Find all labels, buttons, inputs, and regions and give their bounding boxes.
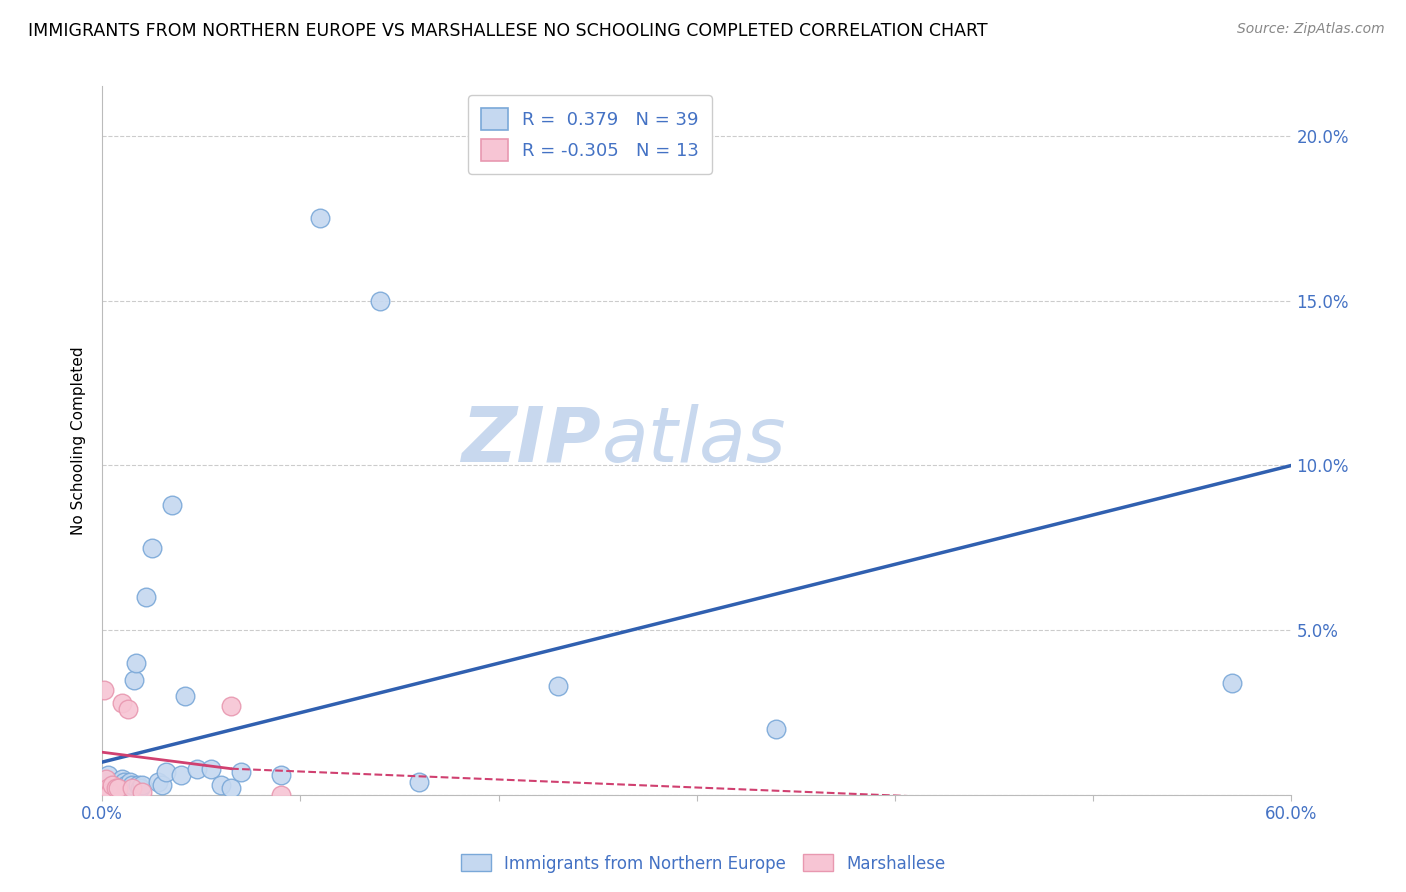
Y-axis label: No Schooling Completed: No Schooling Completed xyxy=(72,346,86,535)
Point xyxy=(270,768,292,782)
Point xyxy=(408,775,430,789)
Point xyxy=(128,781,150,796)
Point xyxy=(160,498,183,512)
Point xyxy=(547,679,569,693)
Point xyxy=(131,785,153,799)
Text: Source: ZipAtlas.com: Source: ZipAtlas.com xyxy=(1237,22,1385,37)
Point xyxy=(170,768,193,782)
Point xyxy=(146,775,169,789)
Text: IMMIGRANTS FROM NORTHERN EUROPE VS MARSHALLESE NO SCHOOLING COMPLETED CORRELATIO: IMMIGRANTS FROM NORTHERN EUROPE VS MARSH… xyxy=(28,22,988,40)
Point xyxy=(101,778,124,792)
Point xyxy=(765,722,787,736)
Point xyxy=(107,775,129,789)
Point xyxy=(118,775,141,789)
Point xyxy=(111,696,134,710)
Point xyxy=(174,689,197,703)
Point xyxy=(209,778,232,792)
Point xyxy=(98,781,121,796)
Point xyxy=(117,781,139,796)
Point xyxy=(1220,676,1243,690)
Point xyxy=(117,702,139,716)
Point xyxy=(155,764,177,779)
Point xyxy=(105,778,128,792)
Point xyxy=(200,762,222,776)
Point xyxy=(127,778,149,792)
Point xyxy=(105,781,128,796)
Point xyxy=(107,781,129,796)
Point xyxy=(125,657,148,671)
Point xyxy=(101,778,124,792)
Text: atlas: atlas xyxy=(602,404,786,478)
Point xyxy=(131,778,153,792)
Legend: R =  0.379   N = 39, R = -0.305   N = 13: R = 0.379 N = 39, R = -0.305 N = 13 xyxy=(468,95,711,174)
Point xyxy=(93,682,115,697)
Point xyxy=(96,772,118,786)
Point xyxy=(219,699,242,714)
Point xyxy=(115,778,138,792)
Point xyxy=(96,775,118,789)
Point xyxy=(97,781,120,796)
Point xyxy=(219,781,242,796)
Point xyxy=(229,764,252,779)
Point xyxy=(122,673,145,687)
Point xyxy=(103,781,125,796)
Point xyxy=(112,775,135,789)
Point xyxy=(141,541,163,555)
Point xyxy=(150,778,173,792)
Point xyxy=(98,785,121,799)
Point xyxy=(108,778,131,792)
Point xyxy=(309,211,332,226)
Point xyxy=(368,293,391,308)
Point xyxy=(135,591,157,605)
Point xyxy=(186,762,208,776)
Point xyxy=(121,781,143,796)
Point xyxy=(97,768,120,782)
Point xyxy=(270,788,292,802)
Point xyxy=(121,778,143,792)
Legend: Immigrants from Northern Europe, Marshallese: Immigrants from Northern Europe, Marshal… xyxy=(454,847,952,880)
Point xyxy=(111,772,134,786)
Text: ZIP: ZIP xyxy=(463,404,602,478)
